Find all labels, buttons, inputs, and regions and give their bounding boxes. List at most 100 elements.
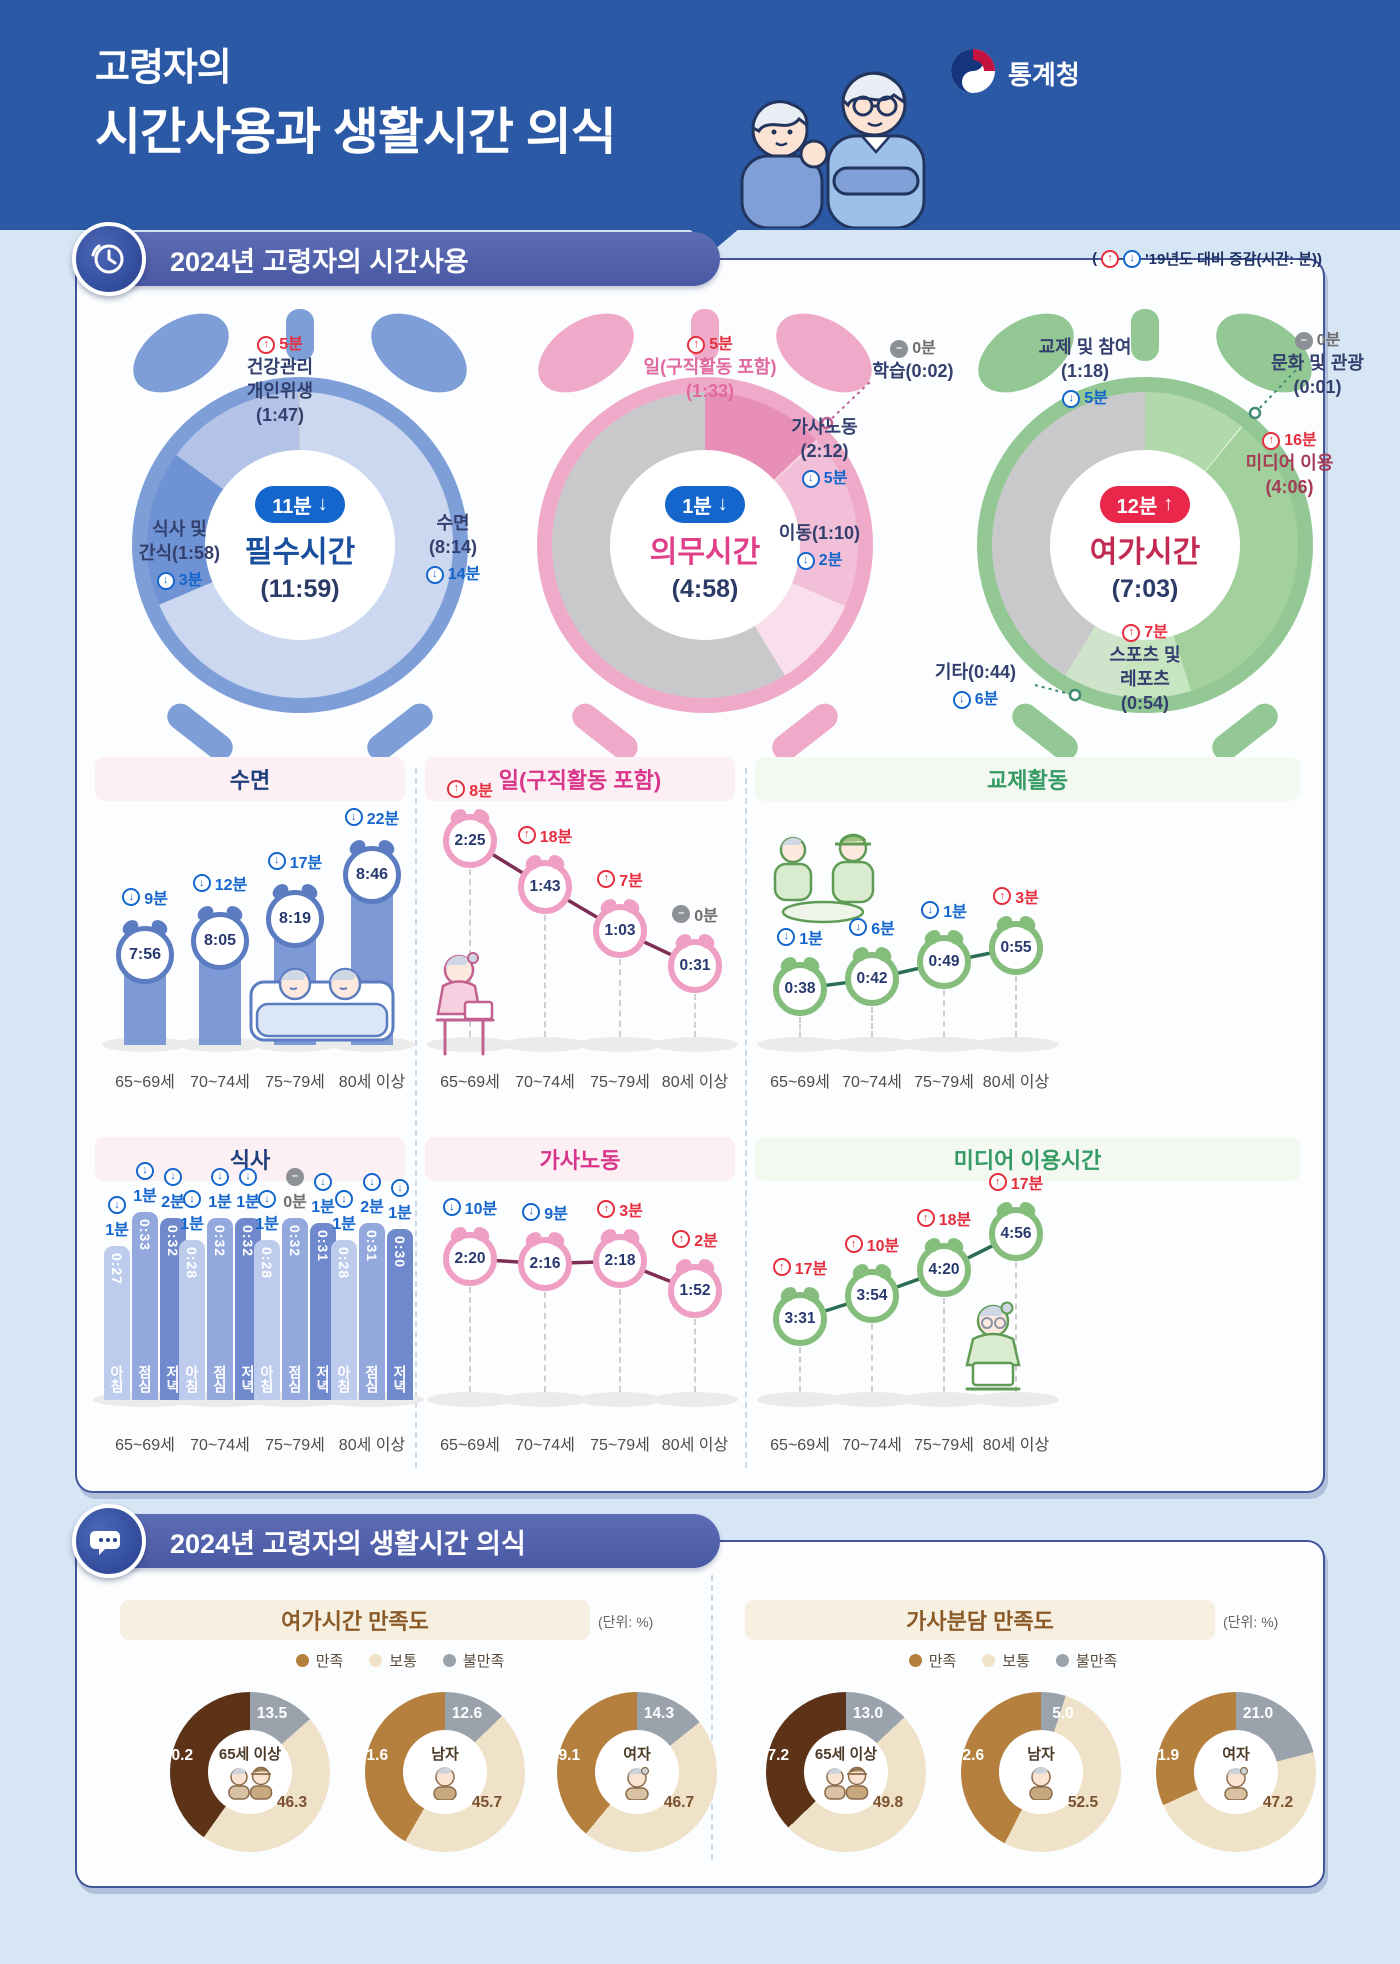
donut-남자: 남자 12.6 45.7 41.6 bbox=[358, 1692, 525, 1852]
note-text: '19년도 대비 증감(시간: 분)) bbox=[1145, 251, 1322, 268]
donut-label: 65세 이상 bbox=[814, 1746, 878, 1763]
delta-down-icon: ↓ 1분 bbox=[133, 1161, 157, 1206]
delta-down-icon: ↓ 5분 bbox=[801, 468, 847, 489]
value-dissatisfied: 5.0 bbox=[1052, 1705, 1074, 1722]
strip-media: 미디어 이용시간 bbox=[755, 1137, 1300, 1181]
clock-node: 2:16 bbox=[518, 1236, 572, 1291]
node-shadow bbox=[901, 1037, 987, 1052]
strip-housework-satisfaction: 가사분담 만족도 bbox=[745, 1600, 1215, 1640]
legend-item: 보통 bbox=[369, 1650, 417, 1671]
node-shadow bbox=[502, 1037, 588, 1052]
donut-center: 65세 이상 bbox=[804, 1730, 888, 1814]
delta-sports: ↑ 7분 bbox=[1060, 617, 1230, 643]
leisure-total: (7:03) bbox=[1111, 575, 1179, 603]
agency-name: 통계청 bbox=[1008, 60, 1080, 90]
clock-face: 11분 ↓ 필수시간 (11:59) bbox=[132, 377, 468, 713]
node-shadow bbox=[502, 1392, 588, 1407]
clock-knob-icon bbox=[1131, 309, 1159, 361]
age-label: 75~79세 bbox=[590, 1074, 650, 1091]
label-social: 교제 및 참여 (1:18) ↓ 5분 bbox=[1000, 335, 1170, 409]
delta-down-icon: ↓ 22분 bbox=[344, 805, 399, 829]
meal-bar: 0:31 점심 bbox=[359, 1223, 385, 1400]
delta-down-icon: ↓ 1분 bbox=[777, 925, 823, 949]
legend-leisure: 만족 보통 불만족 bbox=[95, 1650, 705, 1671]
donut-여자: 여자 21.0 47.2 31.9 bbox=[1149, 1692, 1316, 1852]
delta-up-icon: ↑ 18분 bbox=[517, 823, 572, 847]
strip-leisure-satisfaction: 여가시간 만족도 bbox=[120, 1600, 590, 1640]
delta-down-icon: ↓ 1분 bbox=[921, 898, 967, 922]
label-work: ↑ 5분 일(구직활동 포함) (1:33) bbox=[595, 329, 825, 403]
clock-node: 3:54 bbox=[845, 1269, 899, 1323]
delta-move: ↓ 2분 bbox=[757, 545, 882, 571]
half-separator bbox=[711, 1575, 713, 1860]
legend-dot bbox=[1055, 1654, 1069, 1667]
delta-up-icon: ↑ 8분 bbox=[447, 777, 493, 801]
leisure-delta-badge: 12분 ↑ bbox=[1099, 486, 1191, 523]
elderly-couple-bench-illustration bbox=[761, 824, 901, 931]
node-shadow bbox=[757, 1392, 843, 1407]
delta-down-icon: ↓ 1분 bbox=[332, 1190, 356, 1234]
node-shadow bbox=[901, 1392, 987, 1407]
clock-face: 12분 ↑ 여가시간 (7:03) bbox=[977, 377, 1313, 713]
delta-up-icon: ↑ 18분 bbox=[916, 1206, 971, 1230]
age-label: 80세 이상 bbox=[982, 1437, 1050, 1454]
leisure-title: 여가시간 bbox=[1089, 536, 1201, 569]
donut-label: 남자 bbox=[1027, 1746, 1055, 1763]
delta-housework: ↓ 5분 bbox=[757, 463, 892, 489]
value-dissatisfied: 13.5 bbox=[256, 1705, 288, 1722]
legend-note: ( ↑ ↓ '19년도 대비 증감(시간: 분)) bbox=[1092, 248, 1322, 269]
page-title-line1: 고령자의 bbox=[95, 47, 232, 89]
delta-down-icon: ↓ 2분 bbox=[161, 1167, 185, 1212]
clock-essential-time: 11분 ↓ 필수시간 (11:59) ↑ 5분 건강관리 개인위생 (1:47) 수… bbox=[70, 295, 530, 766]
clock-face: 1분 ↓ 의무시간 (4:58) bbox=[537, 377, 873, 713]
clock-node: 1:43 bbox=[518, 859, 572, 914]
chart-media: 3:31 ↑ 17분 65~69세 3:54 ↑ 10분 70~74세 4:20 ↑ 18분 75~7… bbox=[755, 1173, 1300, 1475]
speech-bubble-badge-icon bbox=[72, 1504, 146, 1578]
label-study: –0분 학습(0:02) bbox=[843, 333, 983, 383]
delta-down-icon: ↓ 1분 bbox=[388, 1179, 412, 1223]
donut-center: 여자 bbox=[595, 1730, 679, 1814]
delta-down-icon: ↓ 5분 bbox=[1062, 388, 1108, 409]
delta-up-icon: ↑ 7분 bbox=[597, 867, 643, 891]
label-sleep: 수면 (8:14) ↓ 14분 bbox=[388, 511, 518, 585]
delta-meal-snack: ↓ 3분 bbox=[92, 565, 267, 591]
column-separator bbox=[415, 768, 417, 1468]
label-etc: 기타(0:44) ↓ 6분 bbox=[913, 660, 1038, 710]
value-dissatisfied: 14.3 bbox=[643, 1705, 675, 1722]
value-dissatisfied: 21.0 bbox=[1242, 1705, 1274, 1722]
clock-node: 0:31 bbox=[668, 938, 722, 993]
age-label: 65~69세 bbox=[440, 1074, 500, 1091]
age-label: 80세 이상 bbox=[661, 1437, 729, 1454]
delta-down-icon: ↓ 2분 bbox=[360, 1173, 384, 1217]
age-label: 65~69세 bbox=[770, 1437, 830, 1454]
meal-bar: 0:28 아침 bbox=[179, 1240, 205, 1400]
man-icon bbox=[999, 1766, 1083, 1805]
strip-housework: 가사노동 bbox=[425, 1137, 735, 1181]
legend-housework: 만족 보통 불만족 bbox=[718, 1650, 1308, 1671]
donut-label: 여자 bbox=[1222, 1746, 1250, 1763]
chart-social: 0:38 ↓ 1분 65~69세 0:42 ↓ 6분 70~74세 0:49 ↓ 1분 75~79세 0… bbox=[755, 800, 1300, 1105]
clock-node: 4:56 bbox=[989, 1207, 1043, 1261]
delta-down-icon: ↓ 3분 bbox=[156, 570, 202, 591]
donut-label: 65세 이상 bbox=[218, 1746, 282, 1763]
value-neutral: 46.7 bbox=[663, 1794, 695, 1811]
delta-up-icon: ↑ 17분 bbox=[988, 1170, 1043, 1194]
donut-center: 남자 bbox=[999, 1730, 1083, 1814]
meal-bar: 0:32 점심 bbox=[282, 1217, 308, 1400]
delta-down-icon: ↓ 1분 bbox=[311, 1173, 335, 1217]
clock-node: 2:25 bbox=[443, 813, 497, 868]
delta-zero-icon: –0분 bbox=[1294, 330, 1340, 351]
obligatory-title: 의무시간 bbox=[649, 536, 761, 569]
delta-down-icon: ↓ 9분 bbox=[522, 1200, 568, 1224]
couple-icon bbox=[804, 1766, 888, 1805]
sleep-value-clock: 8:46 bbox=[343, 846, 401, 905]
woman-icon bbox=[595, 1766, 679, 1805]
delta-up-icon: ↑ 16분 bbox=[1262, 430, 1317, 451]
meal-bar: 0:28 아침 bbox=[331, 1240, 357, 1400]
donut-남자: 남자 5.0 52.5 42.6 bbox=[954, 1692, 1121, 1852]
meal-bar: 0:30 저녁 bbox=[387, 1229, 413, 1400]
legend-item: 불만족 bbox=[442, 1650, 504, 1671]
delta-zero-icon: –0분 bbox=[672, 902, 718, 926]
obligatory-total: (4:58) bbox=[671, 575, 739, 603]
age-label: 80세 이상 bbox=[338, 1074, 406, 1091]
